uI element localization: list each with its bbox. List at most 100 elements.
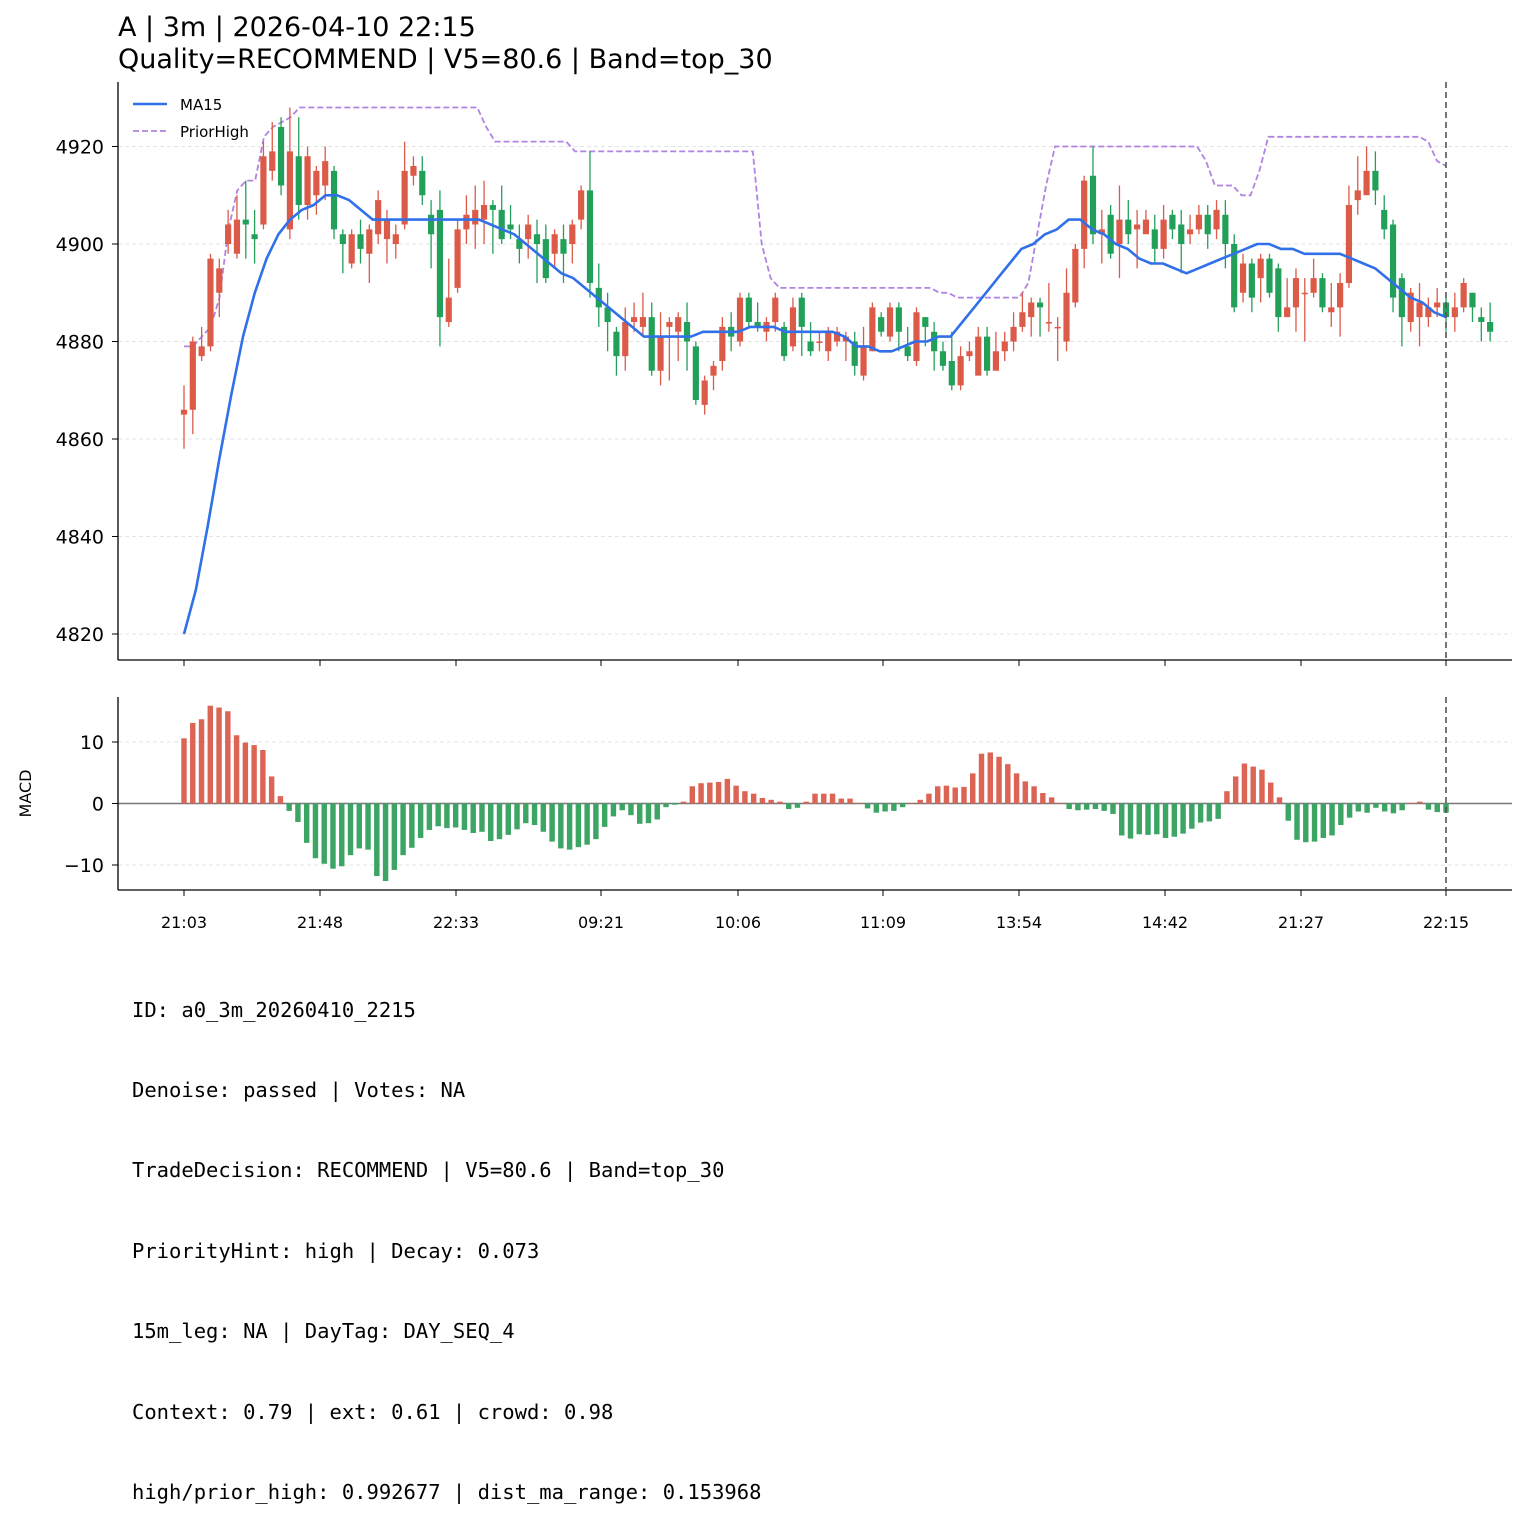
candle-body	[648, 317, 655, 371]
candle-body	[745, 297, 752, 322]
macd-bar	[680, 801, 687, 804]
candle-body	[772, 297, 779, 322]
macd-bar	[891, 803, 897, 811]
macd-bar	[330, 803, 336, 869]
candle-body	[1363, 170, 1370, 196]
macd-bar	[1171, 803, 1178, 837]
macd-bar	[1232, 776, 1239, 804]
candle-body	[1001, 341, 1008, 352]
macd-bar	[1206, 803, 1213, 822]
candle-body	[357, 234, 364, 249]
macd-bar-layer	[181, 705, 1449, 881]
candle-body	[1292, 278, 1300, 308]
x-tick-label: 21:48	[297, 913, 343, 932]
macd-bar	[531, 803, 538, 826]
candle-body	[1266, 258, 1273, 293]
macd-bar	[742, 791, 748, 804]
macd-bar	[1197, 803, 1204, 823]
x-tick-label: 10:06	[715, 913, 761, 932]
candle-body	[1134, 224, 1141, 230]
candle-body	[622, 322, 629, 357]
macd-bar	[426, 803, 433, 830]
macd-bar	[838, 798, 845, 804]
legend-prior-high-label: PriorHigh	[180, 123, 249, 141]
macd-bar	[356, 803, 362, 849]
candle-body	[1045, 322, 1052, 324]
macd-y-axis: 10 0 −10 MACD	[16, 732, 118, 877]
macd-bar	[917, 799, 923, 804]
macd-bar	[707, 782, 713, 804]
candle-body	[1142, 219, 1150, 235]
info-line-denoise: Denoise: passed | Votes: NA	[132, 1077, 466, 1102]
macd-bar	[899, 803, 906, 808]
candle-body	[833, 331, 841, 342]
macd-bar	[1066, 803, 1072, 810]
macd-bar	[1224, 791, 1230, 804]
candle-body	[445, 297, 452, 322]
candle-body	[304, 156, 311, 205]
x-tick-label: 21:27	[1278, 913, 1324, 932]
macd-bar	[1119, 803, 1125, 836]
macd-bar	[1092, 803, 1099, 810]
macd-bar	[847, 798, 853, 804]
x-tick-label: 14:42	[1142, 913, 1188, 932]
candle-body	[586, 190, 594, 283]
macd-bar	[400, 803, 406, 856]
macd-bar	[1048, 797, 1055, 804]
candle-body	[957, 356, 964, 386]
macd-bar	[268, 776, 275, 804]
candle-body	[322, 161, 329, 186]
candle-body	[1028, 302, 1035, 318]
candle-body	[330, 170, 338, 230]
candle-body	[851, 341, 858, 366]
macd-bar	[593, 803, 599, 840]
macd-bar	[1408, 802, 1414, 804]
macd-bar	[1294, 803, 1300, 840]
candle-body	[869, 307, 876, 352]
macd-bar	[470, 803, 476, 834]
macd-bar	[479, 803, 485, 832]
candle-body	[1063, 292, 1070, 342]
candle-body	[525, 224, 532, 240]
candle-body	[1036, 302, 1044, 308]
macd-bar	[417, 803, 424, 838]
macd-bar	[382, 803, 389, 881]
candle-body	[992, 351, 1000, 371]
macd-bar	[260, 749, 266, 804]
candle-body	[639, 317, 646, 327]
macd-bar	[540, 803, 547, 832]
macd-bar	[303, 803, 310, 843]
candle-body	[251, 234, 258, 240]
macd-bar	[216, 707, 222, 804]
candle-body	[242, 219, 249, 225]
price-y-tick-label: 4860	[56, 429, 104, 451]
candle-body	[975, 336, 982, 376]
macd-bar	[181, 738, 187, 804]
info-line-id: ID: a0_3m_20260410_2215	[132, 997, 416, 1022]
macd-bar	[1276, 797, 1283, 804]
macd-axis-label: MACD	[16, 770, 35, 818]
macd-bar	[233, 735, 240, 804]
macd-bar	[1425, 803, 1432, 810]
macd-bar	[1136, 803, 1142, 835]
candle-body	[1169, 214, 1176, 230]
macd-bar	[1268, 782, 1274, 804]
x-axis: 21:03 21:48 22:33 09:21 10:06 11:09 13:54 14:42…	[161, 660, 1469, 932]
x-tick-label: 21:03	[161, 913, 207, 932]
macd-bar	[444, 803, 450, 829]
candle-body	[789, 307, 797, 347]
candle-body	[392, 234, 399, 244]
candle-body	[825, 331, 832, 352]
chart-subtitle: Quality=RECOMMEND | V5=80.6 | Band=top_3…	[118, 44, 773, 75]
candle-body	[260, 156, 267, 225]
price-panel-grid	[118, 146, 1512, 635]
macd-bar	[733, 785, 739, 804]
macd-bar	[365, 803, 371, 850]
candle-body	[1328, 307, 1335, 313]
macd-bar	[339, 803, 345, 867]
macd-bar	[768, 799, 774, 804]
macd-bar	[1320, 803, 1327, 838]
candle-body	[1089, 175, 1097, 235]
candle-body	[207, 258, 214, 347]
candle-body	[551, 234, 558, 254]
